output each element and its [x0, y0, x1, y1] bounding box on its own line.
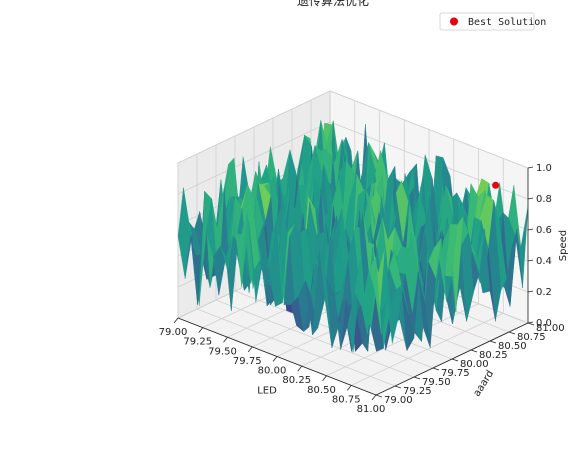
gridline-z-left: [177, 121, 331, 195]
z-tick-mark: [527, 321, 534, 324]
gridline-y-floor: [196, 308, 396, 387]
x-tick-mark: [272, 356, 278, 362]
gridline-z-back: [329, 90, 529, 169]
z-tick-mark: [527, 228, 534, 231]
y-tick-label: 79.00: [384, 395, 413, 406]
z-tick-label: 0.4: [536, 256, 552, 267]
z-tick-mark: [527, 259, 534, 262]
x-tick-label: 80.00: [258, 366, 287, 377]
x-tick-label: 80.50: [307, 385, 336, 396]
x-tick-label: 81.00: [357, 404, 386, 415]
x-tick-label: 79.75: [233, 356, 262, 367]
y-tick-label: 79.75: [441, 368, 470, 379]
x-axis-label: LED: [257, 386, 277, 397]
y-tick-label: 80.75: [517, 332, 546, 343]
z-tick-label: 0.6: [536, 225, 552, 236]
x-tick-mark: [247, 346, 253, 353]
z-tick-mark: [527, 197, 534, 200]
z-tick-label: 1.0: [536, 163, 552, 174]
z-axis-label: Speed: [558, 230, 569, 261]
x-tick-mark: [173, 317, 179, 324]
legend-box: [439, 12, 535, 31]
y-tick-label: 79.50: [422, 377, 451, 388]
y-tick-label: 80.00: [460, 359, 489, 370]
y-tick-mark: [527, 322, 535, 326]
legend-marker-best-solution: [450, 17, 458, 26]
y-tick-mark: [489, 340, 497, 344]
best-solution-marker-group: [492, 181, 500, 189]
y-tick-mark: [508, 331, 516, 335]
x-tick-label: 79.00: [159, 327, 188, 338]
y-tick-mark: [432, 367, 440, 371]
y-tick-label: 80.25: [479, 350, 508, 361]
z-tick-label: 0.2: [536, 287, 552, 298]
y-tick-mark: [413, 376, 421, 380]
y-axis-label: aaard: [472, 369, 497, 399]
surface-plot: [177, 120, 529, 353]
legend-label-best-solution: Best Solution: [468, 17, 546, 28]
x-tick-mark: [371, 394, 377, 401]
z-tick-label: 0.8: [536, 194, 552, 205]
y-tick-mark: [394, 385, 402, 389]
y-tick-label: 80.50: [498, 341, 527, 352]
x-tick-label: 80.25: [282, 375, 311, 386]
x-tick-mark: [297, 365, 303, 372]
x-tick-mark: [346, 385, 352, 391]
y-tick-label: 79.25: [403, 386, 432, 397]
z-tick-mark: [527, 166, 534, 169]
surface-facet: [368, 256, 382, 335]
chart-title: 遗传算法优化: [297, 0, 369, 8]
x-tick-mark: [322, 375, 327, 381]
y-tick-mark: [470, 349, 478, 353]
x-tick-label: 79.50: [208, 346, 237, 357]
legend: Best Solution: [439, 12, 546, 31]
x-tick-label: 79.25: [183, 337, 212, 348]
x-tick-mark: [223, 337, 228, 343]
y-tick-label: 81.00: [536, 323, 565, 334]
z-tick-mark: [527, 290, 534, 293]
y-tick-mark: [375, 394, 383, 398]
x-tick-label: 80.75: [332, 394, 361, 405]
gridline-z-left: [177, 90, 331, 164]
gridline-y-floor: [215, 299, 415, 378]
x-tick-mark: [198, 327, 204, 333]
z-tick-label: 0.0: [536, 318, 552, 329]
y-tick-mark: [451, 358, 459, 362]
best-solution-marker: [492, 181, 500, 189]
